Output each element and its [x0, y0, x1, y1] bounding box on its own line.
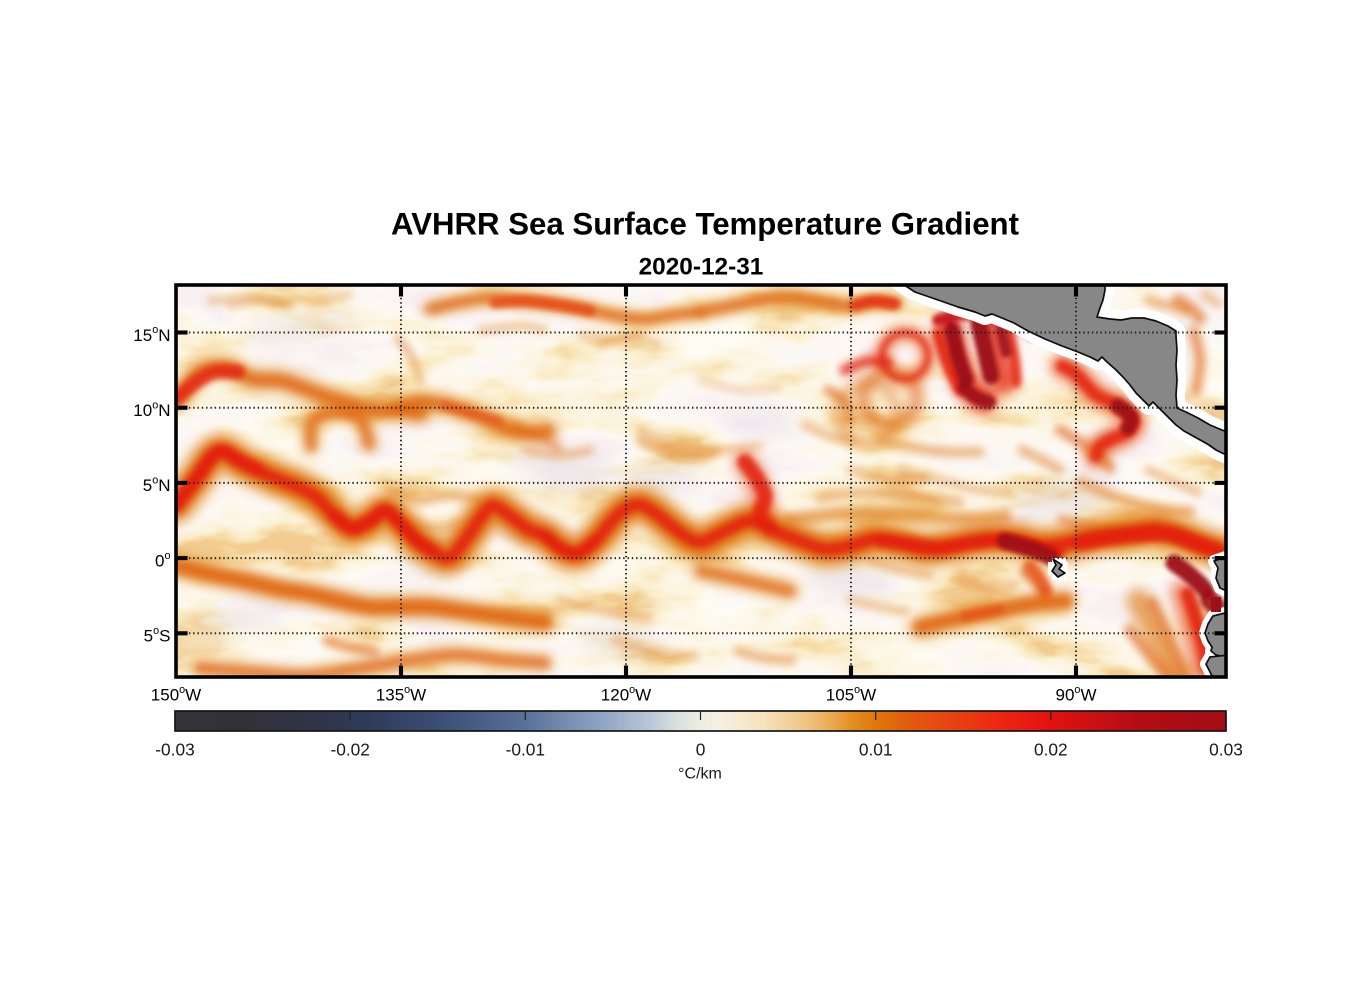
- svg-text:150oW: 150oW: [151, 684, 201, 705]
- svg-text:°C/km: °C/km: [678, 765, 722, 782]
- svg-text:0.01: 0.01: [859, 740, 893, 760]
- svg-text:AVHRR Sea Surface Temperature: AVHRR Sea Surface Temperature Gradient: [391, 207, 1019, 242]
- svg-text:-0.01: -0.01: [506, 740, 545, 760]
- svg-text:-0.03: -0.03: [155, 740, 194, 760]
- svg-text:0.02: 0.02: [1034, 740, 1068, 760]
- svg-text:0.03: 0.03: [1209, 740, 1243, 760]
- svg-text:10oN: 10oN: [133, 399, 170, 420]
- svg-text:105oW: 105oW: [826, 684, 876, 705]
- svg-text:15oN: 15oN: [133, 324, 170, 345]
- svg-text:5oN: 5oN: [143, 475, 171, 496]
- svg-text:5oS: 5oS: [144, 625, 171, 646]
- svg-text:2020-12-31: 2020-12-31: [639, 253, 764, 280]
- svg-text:0: 0: [696, 740, 706, 760]
- svg-text:135oW: 135oW: [376, 684, 426, 705]
- svg-text:120oW: 120oW: [601, 684, 651, 705]
- svg-text:90oW: 90oW: [1056, 684, 1097, 705]
- svg-text:-0.02: -0.02: [331, 740, 370, 760]
